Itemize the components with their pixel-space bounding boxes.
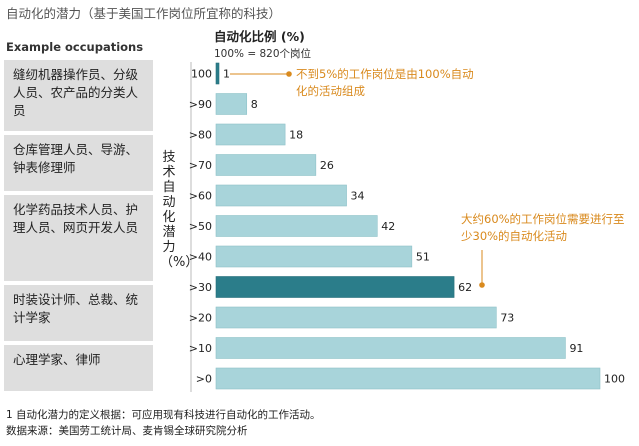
- data-label-2: 18: [289, 129, 303, 142]
- data-label-5: 42: [381, 220, 395, 233]
- callout-top-dot: [286, 71, 292, 77]
- tick-label-10: >0: [196, 373, 212, 386]
- tick-label-4: >60: [189, 190, 212, 203]
- tick-label-7: >30: [189, 281, 212, 294]
- occupation-box-3: 化学药品技术人员、护理人员、网页开发人员: [4, 195, 153, 281]
- data-label-4: 34: [351, 190, 365, 203]
- bar-0: [215, 62, 220, 85]
- bar-6: [215, 245, 413, 268]
- occupation-box-5: 心理学家、律师: [4, 345, 153, 391]
- tick-label-1: >90: [189, 98, 212, 111]
- data-label-1: 8: [251, 98, 258, 111]
- data-label-0: 1: [223, 68, 230, 81]
- bar-2: [215, 123, 286, 146]
- occupation-box-2: 仓库管理人员、导游、钟表修理师: [4, 135, 153, 191]
- data-label-8: 73: [500, 312, 514, 325]
- tick-label-0: 100: [191, 68, 212, 81]
- callout-mid: 大约60%的工作岗位需要进行至少30%的自动化活动: [461, 212, 625, 243]
- tick-label-6: >40: [189, 251, 212, 264]
- callout-top: 不到5%的工作岗位是由100%自动化的活动组成: [296, 67, 474, 98]
- data-label-6: 51: [416, 251, 430, 264]
- bar-1: [215, 93, 248, 115]
- bar-7: [215, 276, 455, 298]
- callout-mid-dot: [479, 282, 485, 288]
- data-label-9: 91: [569, 342, 583, 355]
- chart-title: 自动化比例 (%): [214, 29, 305, 44]
- tick-label-2: >80: [189, 129, 212, 142]
- occupations-header: Example occupations: [6, 40, 144, 54]
- chart-subtitle: 100% = 820个岗位: [214, 48, 312, 60]
- footnote-source: 数据来源：美国劳工统计局、麦肯锡全球研究院分析: [6, 425, 248, 437]
- tick-label-8: >20: [189, 312, 212, 325]
- tick-label-9: >10: [189, 342, 212, 355]
- tick-label-5: >50: [189, 220, 212, 233]
- tick-label-3: >70: [189, 159, 212, 172]
- data-label-10: 100: [604, 373, 625, 386]
- bar-5: [215, 215, 378, 237]
- bar-3: [215, 154, 317, 176]
- bar-4: [215, 184, 347, 207]
- data-label-7: 62: [458, 281, 472, 294]
- data-label-3: 26: [320, 159, 334, 172]
- occupation-box-4: 时装设计师、总裁、统计学家: [4, 285, 153, 341]
- bar-10: [215, 367, 601, 390]
- footnote-definition: 1 自动化潜力的定义根据：可应用现有科技进行自动化的工作活动。: [6, 409, 321, 421]
- bar-8: [215, 306, 497, 329]
- page-title: 自动化的潜力（基于美国工作岗位所宜称的科技）: [6, 6, 282, 21]
- bar-9: [215, 337, 566, 359]
- occupation-box-1: 缝纫机器操作员、分级人员、农产品的分类人员: [4, 60, 153, 131]
